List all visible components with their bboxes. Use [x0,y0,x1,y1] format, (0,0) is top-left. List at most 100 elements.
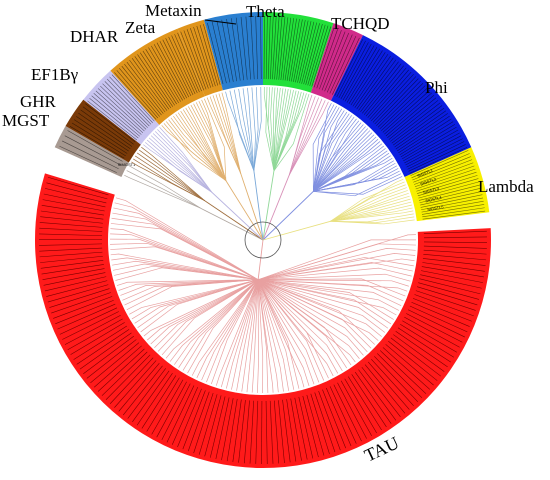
branch-tau [258,253,416,281]
branch-tau [257,279,352,366]
branch-tau [111,257,259,281]
branch-tau [110,233,259,281]
branch-tau [257,279,364,356]
tip-label-mark [342,45,375,101]
clade-band-zeta [177,19,223,97]
branch-tau [178,279,259,368]
tip-label-mark [41,264,104,275]
branch-metaxin [242,88,255,171]
tip-label-mark [414,162,474,185]
clade-label-tchqd: TCHQD [331,14,390,33]
tip-label-mark [354,371,392,424]
tip-label-lambda: StGSTL4 [425,195,443,204]
tip-label-mark [260,16,262,80]
branch-theta [273,90,294,171]
branch-phi [313,157,393,192]
tip-label-mark [43,272,106,286]
tip-label-mark [131,58,170,110]
branch-tau [110,253,259,281]
tip-label-mark [240,17,248,80]
branch-tau [257,279,269,393]
tip-label-mark [350,52,386,106]
tip-label-mark [416,171,477,192]
clade-label-metaxin: Metaxin [145,1,202,20]
tip-label-mark [114,72,157,120]
tip-label-mark [313,27,335,88]
branch-dhar [195,102,227,181]
tip-label-mark [316,28,339,89]
branch-phi [313,122,362,192]
tip-label-mark [46,280,108,297]
tip-label-mark [203,24,221,85]
tip-label-mark [406,138,463,168]
tip-label-mark [105,354,151,400]
branch-tau [257,279,375,345]
tip-label-mark [329,386,357,444]
tip-label-mark [39,227,103,232]
tip-label-mark [307,24,326,86]
tip-label-mark [293,19,306,82]
tip-label-mark [397,327,451,363]
tip-label-mark [282,17,292,81]
tip-label-mark [79,332,132,370]
branch-tau [174,279,259,365]
tip-label-mark [91,95,141,137]
branch-metaxin [233,89,255,171]
tip-label-mark [272,16,277,80]
branch-lambda [330,198,411,222]
branch-phi [313,126,366,192]
branch-lambda [330,178,404,222]
tip-label-mark [180,31,205,91]
tip-label-mark [148,47,181,102]
tip-label-mark [422,258,486,266]
tip-label-mark [274,16,280,80]
branch-dhar [173,115,227,181]
tip-label-mark [40,216,103,224]
tip-label-mark [134,56,172,109]
tip-label-mark [47,284,109,303]
branch-lambda [330,181,405,222]
tip-label-mark [404,132,460,164]
tip-label-layer: StMGST1 StGSTL1StGSTL2StGSTL3StGSTL4StGST… [38,16,487,464]
tip-label-mark [410,150,469,176]
tip-label-mark [44,276,107,292]
branch-theta [265,87,275,171]
tip-label-mark [418,184,481,201]
tip-label-mark [215,397,230,460]
tip-label-mark [265,16,268,80]
tip-label-mark [190,28,212,88]
branch-zeta [218,93,242,174]
branch-tchqd [288,96,316,176]
tip-label-mark [290,398,302,461]
branch-tau [257,279,329,379]
branch-dhar [163,123,227,181]
branch-tau [258,279,402,307]
tip-label-mark [319,30,342,90]
branch-metaxin [238,88,255,171]
tip-label-mark [193,393,214,454]
branch-tau [196,279,259,379]
tip-label-mark [177,388,202,448]
tip-label-mark [412,298,472,322]
tip-label-mark [226,18,238,82]
tip-label-mark [286,399,297,462]
tip-label-mark [146,377,180,432]
branch-tau [110,228,259,281]
branch-phi [313,130,371,192]
branch-ef1bg [143,144,213,193]
tip-label-mark [142,50,177,105]
tip-label-mark [406,313,463,343]
branch-ghr [134,155,206,202]
tip-label-mark [374,78,419,125]
branch-tau [257,279,348,369]
tip-label-mark [106,78,152,125]
branch-dhar [165,121,227,181]
tip-label-lambda: StGSTL3 [422,185,440,195]
root-node [244,221,282,259]
tip-label-mark [226,398,238,462]
tip-label-lambda: StGSTL2 [420,176,438,186]
tip-label-mark [168,36,196,95]
branch-dhar [193,103,227,181]
tip-label-mark [249,400,254,464]
branch-tau [257,279,320,383]
